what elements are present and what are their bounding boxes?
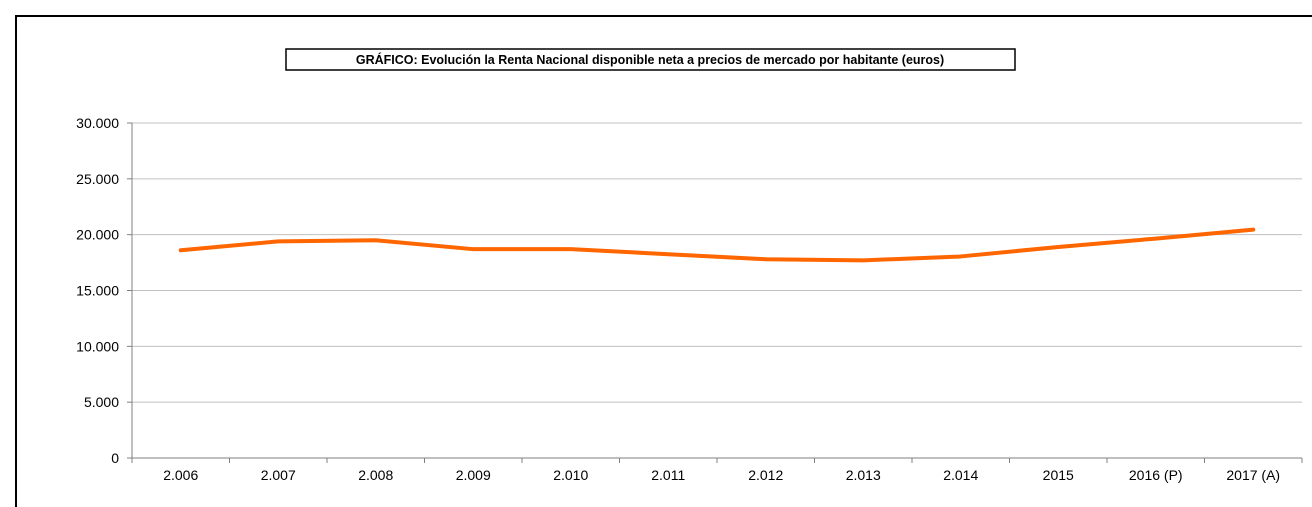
y-tick-label: 0 (111, 450, 119, 466)
data-point (471, 247, 475, 251)
data-point (1251, 228, 1255, 232)
y-tick-label: 5.000 (84, 394, 119, 410)
series-layer (178, 227, 1256, 263)
x-tick-label: 2.009 (456, 467, 491, 483)
y-tick-label: 20.000 (76, 227, 119, 243)
data-point (569, 247, 573, 251)
axes (127, 122, 1303, 463)
data-point (1154, 237, 1158, 241)
data-point (179, 248, 183, 252)
x-tick-label: 2.011 (651, 467, 685, 483)
data-point (1056, 245, 1060, 249)
y-tick-label: 15.000 (76, 283, 119, 299)
x-tick-label: 2015 (1043, 467, 1074, 483)
x-tick-label: 2.006 (163, 467, 198, 483)
series-line-0 (178, 227, 1256, 263)
title-box-border (285, 48, 1016, 71)
x-tick-label: 2.007 (261, 467, 296, 483)
y-tick-labels: 0 5.000 10.000 15.000 20.000 25.000 30.000 (76, 115, 119, 466)
x-tick-label: 2.010 (553, 467, 588, 483)
y-tick-label: 25.000 (76, 171, 119, 187)
x-tick-labels: 2.006 2.007 2.008 2.009 2.010 2.011 2.012 2.013… (163, 467, 1280, 483)
data-point (374, 238, 378, 242)
y-tick-label: 10.000 (76, 338, 119, 354)
data-point (764, 257, 768, 261)
x-tick-label: 2017 (A) (1226, 467, 1280, 483)
x-tick-label: 2.013 (846, 467, 881, 483)
x-tick-label: 2016 (P) (1129, 467, 1183, 483)
chart-frame (15, 15, 1312, 507)
x-tick-label: 2.014 (943, 467, 978, 483)
y-tick-label: 30.000 (76, 115, 119, 131)
data-point (861, 258, 865, 262)
title-box: GRÁFICO: Evolución la Renta Nacional dis… (285, 48, 1016, 71)
x-tick-label: 2.012 (748, 467, 783, 483)
data-point (666, 252, 670, 256)
data-point (276, 239, 280, 243)
x-tick-label: 2.008 (358, 467, 393, 483)
chart-title: GRÁFICO: Evolución la Renta Nacional dis… (356, 52, 944, 67)
data-point (959, 254, 963, 258)
gridlines (132, 122, 1302, 403)
